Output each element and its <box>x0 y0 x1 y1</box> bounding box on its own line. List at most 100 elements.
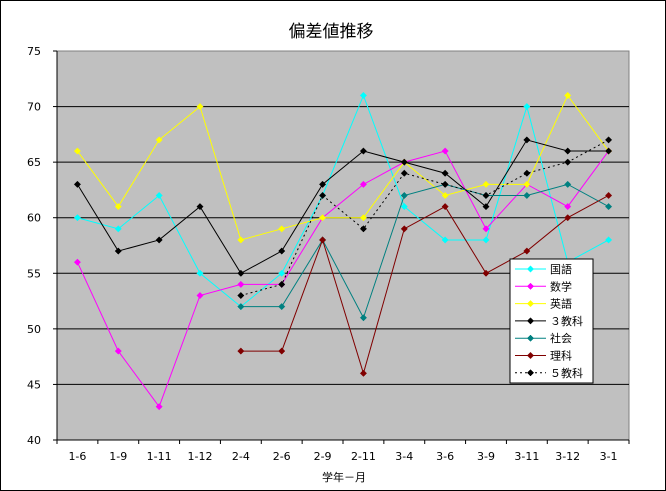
data-point <box>523 191 531 200</box>
data-point <box>319 236 327 244</box>
x-tick-label: 3-4 <box>395 450 413 463</box>
legend-marker <box>526 282 535 290</box>
data-point <box>278 247 286 255</box>
data-point <box>73 147 81 155</box>
data-point <box>155 136 163 144</box>
legend-label: 数学 <box>550 279 572 293</box>
data-point <box>605 136 613 144</box>
data-point <box>155 191 163 200</box>
data-point <box>400 191 408 200</box>
data-point <box>237 269 245 277</box>
x-tick-label: 2-11 <box>351 450 376 463</box>
data-point <box>237 347 245 355</box>
series-line <box>240 139 609 296</box>
data-point <box>441 191 449 200</box>
series-6 <box>237 191 613 377</box>
x-tick-label: 3-11 <box>514 450 539 463</box>
data-point <box>400 158 408 166</box>
y-tick-label: 55 <box>27 267 41 280</box>
data-point <box>359 180 367 188</box>
data-point <box>441 236 449 244</box>
data-point <box>114 247 122 255</box>
x-tick-label: 2-9 <box>314 450 332 463</box>
y-tick-label: 60 <box>27 212 41 225</box>
data-point <box>278 303 286 311</box>
y-tick-label: 50 <box>27 323 41 336</box>
series-4 <box>73 136 613 277</box>
x-tick-label: 1-12 <box>188 450 213 463</box>
data-point <box>564 214 572 222</box>
x-tick-label: 2-4 <box>232 450 250 463</box>
data-point <box>441 169 449 177</box>
series-line <box>77 139 609 274</box>
data-point <box>73 180 81 188</box>
series-5 <box>237 180 613 322</box>
y-tick-label: 65 <box>27 156 41 169</box>
data-point <box>482 191 490 200</box>
data-point <box>237 291 245 300</box>
legend-label: ５教科 <box>550 366 583 380</box>
data-point <box>359 91 367 100</box>
data-point <box>319 214 327 222</box>
data-point <box>482 236 490 244</box>
data-point <box>319 191 327 200</box>
data-point <box>155 403 163 411</box>
data-point <box>605 203 613 211</box>
data-point <box>73 214 81 222</box>
data-point <box>482 180 490 188</box>
x-tick-label: 1-11 <box>147 450 172 463</box>
data-point <box>196 269 204 277</box>
data-point <box>114 347 122 355</box>
series-7 <box>237 136 613 300</box>
legend-marker <box>526 317 535 325</box>
legend-label: 国語 <box>550 262 572 276</box>
legend-label: 社会 <box>550 331 572 345</box>
y-tick-label: 45 <box>27 378 41 391</box>
data-point <box>564 180 572 188</box>
data-point <box>278 347 286 355</box>
data-point <box>523 103 531 111</box>
x-tick-label: 2-6 <box>273 450 291 463</box>
x-tick-label: 3-12 <box>555 450 580 463</box>
y-tick-label: 70 <box>27 101 41 114</box>
y-tick-label: 75 <box>27 45 41 58</box>
x-tick-label: 3-1 <box>600 450 618 463</box>
data-point <box>441 180 449 188</box>
y-axis-ticks: 40 45 50 55 60 65 70 75 <box>27 45 58 447</box>
x-tick-label: 3-6 <box>436 450 454 463</box>
x-tick-label: 3-9 <box>477 450 495 463</box>
data-point <box>278 225 286 233</box>
x-tick-label: 1-9 <box>109 450 127 463</box>
x-axis-title: 学年－月 <box>322 470 366 484</box>
data-point <box>319 180 327 188</box>
data-point <box>523 247 531 255</box>
legend-marker <box>526 334 535 342</box>
data-point <box>482 203 490 211</box>
data-point <box>482 225 490 233</box>
data-point <box>482 269 490 277</box>
data-point <box>523 136 531 144</box>
data-point <box>73 258 81 266</box>
legend-marker <box>526 351 535 360</box>
series-group <box>73 91 613 411</box>
legend-label: ３教科 <box>550 314 583 328</box>
data-point <box>196 103 204 111</box>
data-point <box>278 269 286 277</box>
x-tick-label: 1-6 <box>68 450 86 463</box>
data-point <box>523 169 531 177</box>
legend-label: 理科 <box>550 349 572 363</box>
data-point <box>605 236 613 244</box>
data-point <box>400 169 408 177</box>
data-point <box>155 236 163 244</box>
data-point <box>237 303 245 311</box>
data-point <box>278 280 286 288</box>
data-point <box>605 147 613 155</box>
data-point <box>196 203 204 211</box>
legend-marker <box>526 300 535 308</box>
data-point <box>564 203 572 211</box>
data-point <box>114 225 122 233</box>
data-point <box>359 214 367 222</box>
data-point <box>523 180 531 188</box>
chart-title: 偏差値推移 <box>289 22 374 42</box>
